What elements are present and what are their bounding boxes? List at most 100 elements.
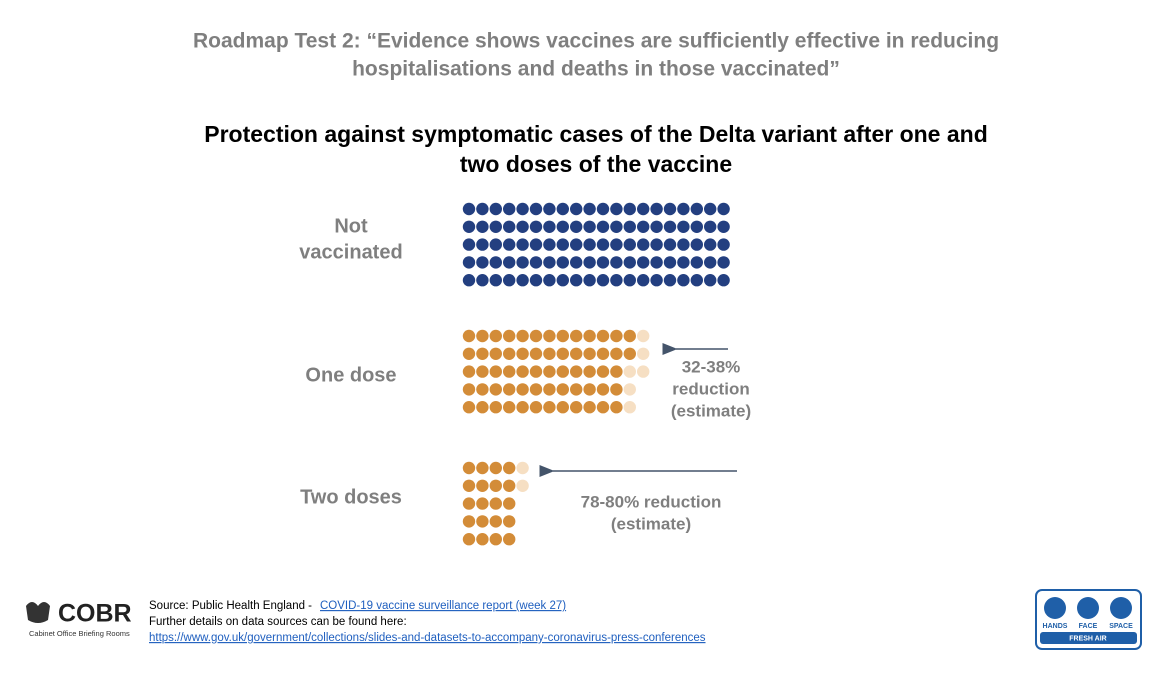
- dot: [663, 274, 677, 287]
- dot: [623, 238, 636, 251]
- dot: [690, 220, 703, 233]
- further-text: Further details on data sources can be f…: [149, 616, 407, 628]
- dot: [476, 401, 489, 414]
- dot-faint: [623, 401, 636, 414]
- dot: [570, 256, 583, 269]
- dot: [529, 347, 543, 360]
- badge-sub: FRESH AIR: [1069, 635, 1106, 642]
- dot: [623, 329, 636, 343]
- dot: [570, 365, 583, 378]
- dot: [570, 401, 583, 414]
- annotation: 78-80% reduction: [581, 492, 722, 511]
- dot: [489, 533, 502, 546]
- dot: [623, 202, 636, 216]
- dot: [610, 329, 623, 343]
- source-url[interactable]: https://www.gov.uk/government/collection…: [149, 632, 706, 644]
- dot: [516, 202, 529, 216]
- dot: [489, 401, 502, 414]
- dot: [704, 202, 717, 216]
- dot: [556, 329, 569, 343]
- dot: [596, 256, 610, 269]
- dot-faint: [623, 365, 636, 378]
- dot-faint: [516, 479, 529, 492]
- dot: [637, 238, 650, 251]
- dot: [476, 461, 489, 475]
- dot: [583, 383, 596, 396]
- dot: [677, 220, 690, 233]
- dot: [650, 256, 663, 269]
- badge-icon: [1110, 597, 1132, 619]
- dot: [462, 533, 476, 546]
- badge-icon: [1077, 597, 1099, 619]
- dot: [570, 329, 583, 343]
- dot: [462, 238, 476, 251]
- dot: [529, 238, 543, 251]
- dot: [516, 383, 529, 396]
- dot: [690, 274, 703, 287]
- dot: [476, 347, 489, 360]
- dot: [476, 515, 489, 528]
- group-label: vaccinated: [299, 241, 402, 263]
- dot: [543, 238, 556, 251]
- dot: [489, 479, 502, 492]
- dot: [516, 329, 529, 343]
- dot: [503, 497, 516, 510]
- dot: [583, 202, 596, 216]
- dot: [503, 515, 516, 528]
- dot: [462, 515, 476, 528]
- badge-label: FACE: [1079, 623, 1098, 630]
- dot: [677, 202, 690, 216]
- hfs-badge: FRESH AIR: [1035, 589, 1142, 650]
- dot: [529, 220, 543, 233]
- dot: [462, 479, 476, 492]
- dot: [596, 220, 610, 233]
- dot: [476, 365, 489, 378]
- crest: [26, 602, 50, 623]
- dot: [543, 220, 556, 233]
- annotation: (estimate): [671, 401, 751, 420]
- dot: [610, 383, 623, 396]
- dot: [690, 238, 703, 251]
- group-label: Not: [334, 215, 368, 237]
- dot: [476, 383, 489, 396]
- dot: [570, 220, 583, 233]
- dot: [583, 220, 596, 233]
- dot-faint: [516, 461, 529, 475]
- dot: [462, 274, 476, 287]
- dot: [637, 202, 650, 216]
- dot: [489, 238, 502, 251]
- dot: [623, 256, 636, 269]
- dot: [462, 365, 476, 378]
- dot: [570, 383, 583, 396]
- dot: [596, 347, 610, 360]
- dot: [556, 256, 569, 269]
- dot: [476, 329, 489, 343]
- annotation: reduction: [672, 379, 749, 398]
- dot: [610, 220, 623, 233]
- dot: [663, 256, 677, 269]
- dot: [489, 497, 502, 510]
- dot: [476, 533, 489, 546]
- dot: [516, 220, 529, 233]
- dot: [623, 220, 636, 233]
- source-link[interactable]: COVID-19 vaccine surveillance report (we…: [320, 600, 566, 612]
- dot: [503, 256, 516, 269]
- dot: [476, 256, 489, 269]
- badge-bar: [1040, 632, 1137, 644]
- dot: [556, 383, 569, 396]
- dot: [583, 329, 596, 343]
- dot: [516, 238, 529, 251]
- dot: [583, 365, 596, 378]
- dot: [489, 461, 502, 475]
- dot: [476, 497, 489, 510]
- dot: [503, 202, 516, 216]
- dot: [717, 238, 730, 251]
- dot: [462, 401, 476, 414]
- dot: [516, 401, 529, 414]
- dot: [543, 202, 556, 216]
- dot: [596, 274, 610, 287]
- dot: [570, 202, 583, 216]
- dot: [529, 383, 543, 396]
- dot: [610, 274, 623, 287]
- dot: [717, 220, 730, 233]
